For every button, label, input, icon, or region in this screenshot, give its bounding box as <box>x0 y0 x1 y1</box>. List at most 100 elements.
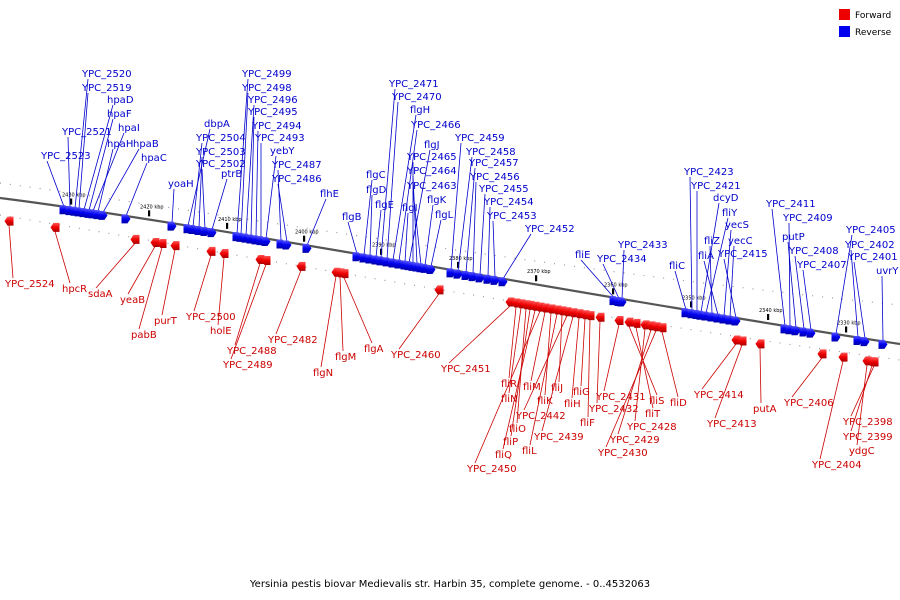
gene-label-forward[interactable]: YPC_2399 <box>842 432 893 443</box>
gene-label-forward[interactable]: flgM <box>335 352 356 363</box>
gene-label-reverse[interactable]: YPC_2408 <box>788 246 839 257</box>
gene-label-forward[interactable]: YPC_2432 <box>588 404 639 415</box>
gene-label-reverse[interactable]: flgH <box>410 105 430 116</box>
gene-label-forward[interactable]: YPC_2442 <box>515 411 566 422</box>
gene-label-forward[interactable]: fliQ <box>495 450 512 461</box>
gene-label-reverse[interactable]: YPC_2401 <box>847 252 898 263</box>
gene-label-forward[interactable]: YPC_2460 <box>390 350 441 361</box>
gene-label-reverse[interactable]: YPC_2493 <box>254 133 305 144</box>
gene-label-forward[interactable]: holE <box>210 326 232 337</box>
gene-label-reverse[interactable]: YPC_2457 <box>468 158 519 169</box>
gene-label-forward[interactable]: fliN <box>501 394 518 405</box>
gene-label-reverse[interactable]: YPC_2455 <box>478 184 529 195</box>
gene-label-forward[interactable]: YPC_2406 <box>783 398 834 409</box>
gene-label-forward[interactable]: pabB <box>131 330 157 341</box>
gene-label-reverse[interactable]: YPC_2409 <box>782 213 833 224</box>
gene-label-forward[interactable]: fliJ <box>551 383 563 394</box>
gene-label-forward[interactable]: ydgC <box>849 446 875 457</box>
gene-label-reverse[interactable]: flgB <box>342 212 362 223</box>
gene-label-forward[interactable]: YPC_2500 <box>185 312 236 323</box>
gene-label-forward[interactable]: yeaB <box>120 295 145 306</box>
gene-label-reverse[interactable]: YPC_2499 <box>241 69 292 80</box>
gene-label-reverse[interactable]: YPC_2459 <box>454 133 505 144</box>
gene-label-reverse[interactable]: yoaH <box>168 179 194 190</box>
gene-label-reverse[interactable]: fliE <box>575 250 590 261</box>
gene-label-reverse[interactable]: YPC_2486 <box>271 174 322 185</box>
gene-label-reverse[interactable]: flgI <box>402 203 418 214</box>
gene-label-reverse[interactable]: hpaH <box>107 139 133 150</box>
gene-label-reverse[interactable]: YPC_2453 <box>486 211 537 222</box>
gene-label-reverse[interactable]: YPC_2494 <box>251 121 302 132</box>
gene-label-forward[interactable]: fliF <box>580 418 595 429</box>
gene-label-forward[interactable]: YPC_2431 <box>595 392 646 403</box>
gene-label-forward[interactable]: YPC_2404 <box>811 460 862 471</box>
gene-label-reverse[interactable]: yebY <box>270 146 295 157</box>
gene-label-reverse[interactable]: YPC_2405 <box>845 225 896 236</box>
gene-label-reverse[interactable]: yecS <box>725 220 749 231</box>
gene-label-reverse[interactable]: YPC_2519 <box>81 83 132 94</box>
gene-label-reverse[interactable]: YPC_2411 <box>765 199 816 210</box>
gene-label-reverse[interactable]: YPC_2456 <box>469 172 520 183</box>
gene-label-forward[interactable]: YPC_2428 <box>626 422 677 433</box>
gene-label-reverse[interactable]: YPC_2495 <box>247 107 298 118</box>
gene-label-forward[interactable]: fliS <box>649 396 664 407</box>
gene-label-reverse[interactable]: dbpA <box>204 119 230 130</box>
gene-label-forward[interactable]: fliK <box>537 396 553 407</box>
gene-label-reverse[interactable]: fliA <box>698 251 714 262</box>
gene-label-reverse[interactable]: YPC_2402 <box>844 240 895 251</box>
gene-label-forward[interactable]: YPC_2430 <box>597 448 648 459</box>
gene-label-reverse[interactable]: hpaF <box>107 109 132 120</box>
gene-label-forward[interactable]: YPC_2413 <box>706 419 757 430</box>
gene-label-reverse[interactable]: flgJ <box>424 140 440 151</box>
gene-label-reverse[interactable]: YPC_2470 <box>391 92 442 103</box>
gene-label-reverse[interactable]: YPC_2520 <box>81 69 132 80</box>
gene-label-reverse[interactable]: YPC_2496 <box>247 95 298 106</box>
gene-label-reverse[interactable]: YPC_2523 <box>40 151 91 162</box>
gene-label-forward[interactable]: fliO <box>509 424 526 435</box>
gene-label-reverse[interactable]: flgK <box>427 195 447 206</box>
gene-label-forward[interactable]: purT <box>154 316 178 327</box>
gene-label-forward[interactable]: YPC_2489 <box>222 360 273 371</box>
gene-label-reverse[interactable]: fliY <box>722 208 738 219</box>
gene-label-reverse[interactable]: flgD <box>366 185 387 196</box>
gene-label-forward[interactable]: YPC_2414 <box>693 390 744 401</box>
gene-label-reverse[interactable]: YPC_2463 <box>406 181 457 192</box>
gene-label-reverse[interactable]: hpaC <box>141 153 167 164</box>
gene-label-reverse[interactable]: YPC_2415 <box>717 249 768 260</box>
gene-label-reverse[interactable]: YPC_2498 <box>241 83 292 94</box>
gene-label-forward[interactable]: flgA <box>364 344 384 355</box>
gene-label-forward[interactable]: fliG <box>573 387 590 398</box>
gene-label-reverse[interactable]: yecC <box>728 236 753 247</box>
gene-label-reverse[interactable]: YPC_2487 <box>271 160 322 171</box>
gene-label-reverse[interactable]: fliC <box>669 261 685 272</box>
gene-label-reverse[interactable]: YPC_2504 <box>195 133 246 144</box>
gene-label-reverse[interactable]: YPC_2423 <box>683 167 734 178</box>
gene-label-forward[interactable]: YPC_2439 <box>533 432 584 443</box>
gene-label-forward[interactable]: fliM <box>523 382 541 393</box>
gene-label-reverse[interactable]: flhE <box>320 189 339 200</box>
gene-label-forward[interactable]: fliT <box>645 409 661 420</box>
gene-label-forward[interactable]: fliD <box>670 398 687 409</box>
gene-label-forward[interactable]: fliR <box>501 379 517 390</box>
gene-label-reverse[interactable]: putP <box>782 232 805 243</box>
gene-label-reverse[interactable]: YPC_2471 <box>388 79 439 90</box>
gene-label-reverse[interactable]: YPC_2452 <box>524 224 575 235</box>
gene-label-forward[interactable]: sdaA <box>88 289 113 300</box>
gene-label-forward[interactable]: hpcR <box>62 284 87 295</box>
gene-label-reverse[interactable]: YPC_2502 <box>195 159 246 170</box>
gene-label-reverse[interactable]: flgE <box>375 200 394 211</box>
gene-label-reverse[interactable]: YPC_2465 <box>406 152 457 163</box>
gene-label-forward[interactable]: YPC_2488 <box>226 346 277 357</box>
gene-label-forward[interactable]: YPC_2398 <box>842 417 893 428</box>
gene-label-forward[interactable]: flgN <box>313 368 333 379</box>
gene-label-reverse[interactable]: YPC_2521 <box>61 127 112 138</box>
gene-label-reverse[interactable]: YPC_2466 <box>410 120 461 131</box>
gene-label-reverse[interactable]: YPC_2458 <box>465 147 516 158</box>
gene-label-reverse[interactable]: YPC_2407 <box>796 260 847 271</box>
gene-label-reverse[interactable]: hpaB <box>133 139 159 150</box>
gene-label-reverse[interactable]: YPC_2421 <box>690 181 741 192</box>
gene-label-forward[interactable]: YPC_2524 <box>4 279 55 290</box>
gene-label-reverse[interactable]: flgC <box>366 170 386 181</box>
gene-label-reverse[interactable]: uvrY <box>876 266 899 277</box>
gene-label-reverse[interactable]: YPC_2464 <box>406 166 457 177</box>
